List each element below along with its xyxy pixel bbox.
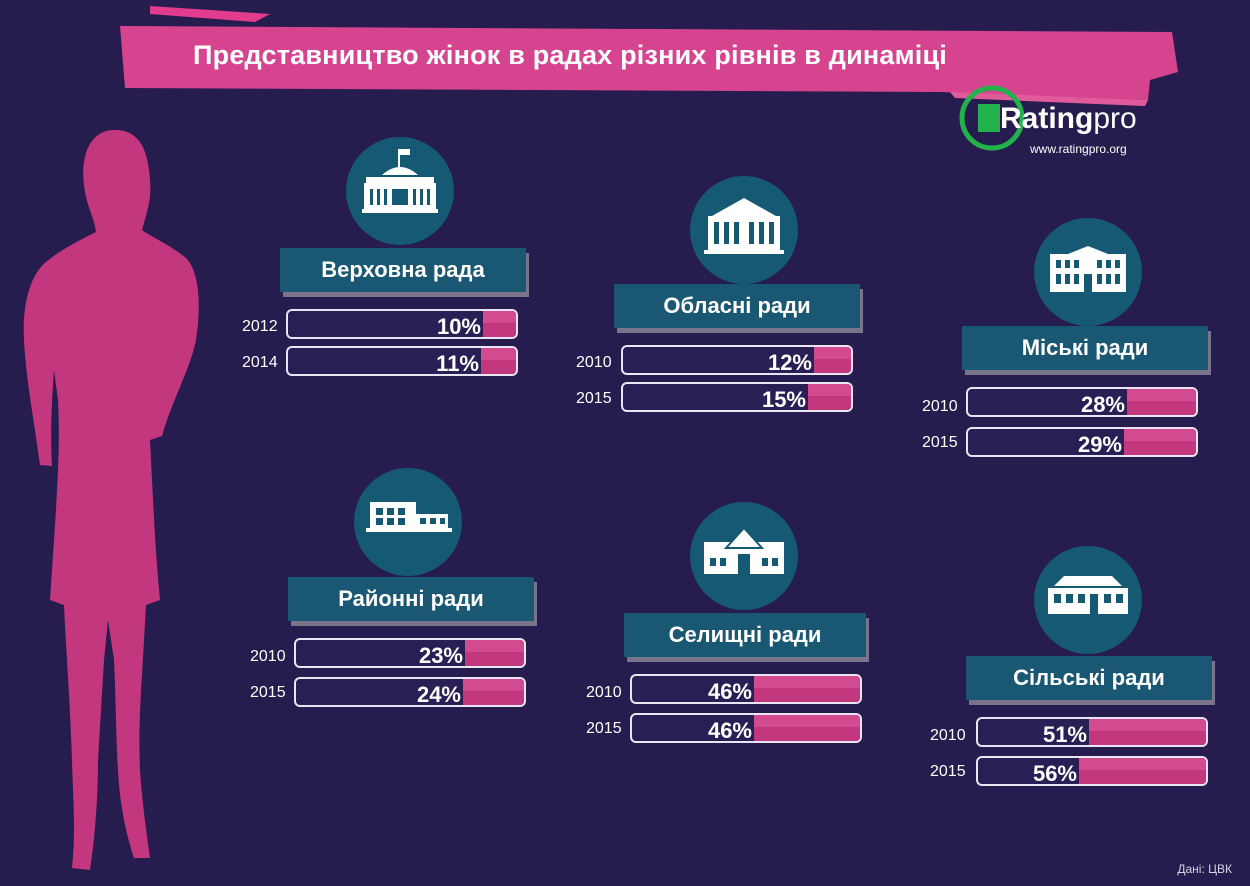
bar-fill <box>1124 429 1196 455</box>
bar-fill <box>808 384 851 410</box>
category-label: Верховна рада <box>321 257 485 282</box>
logo-brand-main: Rating <box>1000 102 1094 135</box>
category-label: Міські ради <box>1021 335 1149 360</box>
category-ribbon <box>280 248 526 292</box>
bar: 28% <box>966 387 1198 417</box>
category-label: Селищні ради <box>668 622 822 647</box>
year-label: 2010 <box>586 684 622 701</box>
year-label: 2015 <box>250 684 286 701</box>
parliament-building-icon <box>346 137 454 245</box>
settlement-council-house-icon <box>690 502 798 610</box>
bar-value-label: 23% <box>418 643 463 668</box>
bar-value-label: 28% <box>1080 392 1125 417</box>
category-miski-rady: Міські ради <box>962 326 1208 370</box>
category-oblasni-rady: Обласні ради <box>614 284 860 328</box>
year-label: 2012 <box>242 318 278 335</box>
category-raionni-rady: Районні ради <box>288 577 534 621</box>
bar-fill <box>1089 719 1206 745</box>
bar-value-label: 12% <box>767 350 812 375</box>
bar-fill <box>483 311 516 337</box>
category-label: Обласні ради <box>663 293 811 318</box>
bar-fill <box>481 348 516 374</box>
category-ribbon <box>288 577 534 621</box>
bar-value-label: 24% <box>416 682 461 707</box>
bar-fill <box>463 679 524 705</box>
category-ribbon <box>624 613 866 657</box>
year-label: 2010 <box>250 648 286 665</box>
bar-value-label: 56% <box>1032 761 1077 786</box>
bar: 51% <box>976 717 1208 747</box>
bar: 23% <box>294 638 526 668</box>
bar-fill <box>1079 758 1206 784</box>
data-source-note: Дані: ЦВК <box>1177 862 1232 876</box>
category-ribbon <box>614 284 860 328</box>
regional-council-building-icon <box>690 176 798 284</box>
bar: 29% <box>966 427 1198 457</box>
year-label: 2015 <box>930 763 966 780</box>
bar: 12% <box>621 345 853 375</box>
bar: 15% <box>621 382 853 412</box>
bar: 10% <box>286 309 518 339</box>
page-title: Представництво жінок в радах різних рівн… <box>193 40 947 70</box>
woman-silhouette-icon <box>23 129 199 870</box>
city-council-building-icon <box>1034 218 1142 326</box>
category-ribbon <box>966 656 1212 700</box>
village-council-house-icon <box>1034 546 1142 654</box>
year-label: 2015 <box>586 720 622 737</box>
logo-url: www.ratingpro.org <box>1030 142 1127 156</box>
bar: 46% <box>630 713 862 743</box>
bar-value-label: 51% <box>1042 722 1087 747</box>
category-selyshchni-rady: Селищні ради <box>624 613 866 657</box>
bar-fill <box>814 347 851 373</box>
bar-value-label: 15% <box>761 387 806 412</box>
category-label: Сільські ради <box>1013 665 1165 690</box>
bar: 24% <box>294 677 526 707</box>
bar-value-label: 46% <box>707 679 752 704</box>
category-label: Районні ради <box>338 586 484 611</box>
year-label: 2014 <box>242 354 278 371</box>
bar: 46% <box>630 674 862 704</box>
year-label: 2010 <box>922 398 958 415</box>
ratingpro-logo <box>959 85 1025 151</box>
logo-brand: Ratingpro <box>1000 102 1137 136</box>
year-label: 2010 <box>930 727 966 744</box>
logo-brand-suffix: pro <box>1093 102 1137 135</box>
bar-fill <box>1127 389 1196 415</box>
category-verkhovna-rada: Верховна рада <box>280 248 526 292</box>
bar: 56% <box>976 756 1208 786</box>
bar-fill <box>754 715 860 741</box>
year-label: 2015 <box>922 434 958 451</box>
bar-value-label: 10% <box>436 314 481 339</box>
bar-fill <box>465 640 524 666</box>
bar-value-label: 46% <box>707 718 752 743</box>
bar: 11% <box>286 346 518 376</box>
category-silski-rady: Сільські ради <box>966 656 1212 700</box>
bar-fill <box>754 676 860 702</box>
year-label: 2015 <box>576 390 612 407</box>
bar-value-label: 29% <box>1077 432 1122 457</box>
title-banner <box>120 6 1178 106</box>
bar-value-label: 11% <box>436 351 479 376</box>
category-ribbon <box>962 326 1208 370</box>
district-council-building-icon <box>354 468 462 576</box>
year-label: 2010 <box>576 354 612 371</box>
